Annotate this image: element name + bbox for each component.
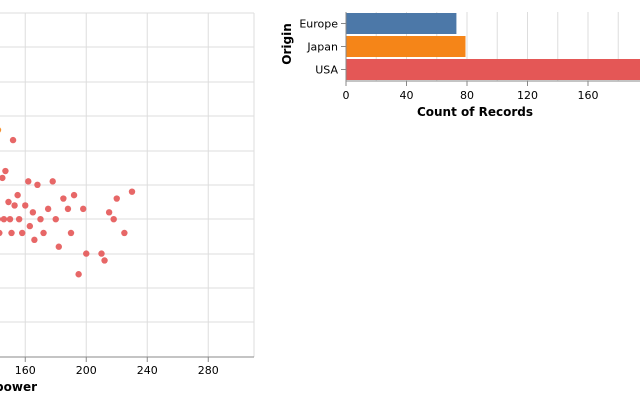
x-axis-title: Horsepower xyxy=(0,380,37,394)
scatter-point xyxy=(110,216,117,223)
bar xyxy=(346,36,466,57)
scatter-point xyxy=(15,216,23,223)
scatter-point xyxy=(0,174,6,182)
scatter-point xyxy=(0,229,3,237)
scatter-point xyxy=(26,222,34,230)
scatter-point xyxy=(2,167,9,175)
scatter-point xyxy=(22,202,29,209)
scatter-point xyxy=(55,243,62,250)
scatter-point xyxy=(40,229,47,237)
scatter-point xyxy=(8,229,15,237)
bar-x-tick-label: 0 xyxy=(343,89,350,102)
scatter-point xyxy=(44,205,52,213)
scatter-point xyxy=(49,178,56,185)
x-tick-label: 160 xyxy=(15,364,36,377)
scatter-point xyxy=(31,236,38,244)
bar-x-tick-label: 80 xyxy=(460,89,474,102)
scatter-point xyxy=(113,195,120,202)
bar-y-axis-title: Origin xyxy=(280,23,294,64)
scatter-point xyxy=(75,271,82,278)
bar xyxy=(346,59,640,80)
scatter-plot: 160 200 240 280 Horsepower xyxy=(0,12,255,394)
bar-x-tick-label: 160 xyxy=(578,89,599,102)
x-tick-label: 280 xyxy=(198,364,219,377)
bar-x-tick-label: 40 xyxy=(400,89,414,102)
bar-category-label: USA xyxy=(315,64,338,77)
scatter-point xyxy=(80,205,87,213)
scatter-point xyxy=(0,216,1,222)
scatter-point xyxy=(25,178,32,185)
bar-x-tick-label: 120 xyxy=(517,89,538,102)
scatter-point xyxy=(9,136,17,144)
scatter-point xyxy=(0,127,2,133)
bar-x-axis-title: Count of Records xyxy=(417,105,533,119)
x-tick-label: 200 xyxy=(76,364,97,377)
scatter-point xyxy=(105,209,113,216)
scatter-point xyxy=(70,191,78,199)
scatter-point xyxy=(60,195,67,202)
scatter-point xyxy=(5,198,12,206)
scatter-point xyxy=(19,229,26,237)
scatter-point xyxy=(11,202,18,209)
scatter-point xyxy=(64,205,72,213)
scatter-point xyxy=(67,229,75,237)
bar-chart: Europe Japan USA 0 40 80 120 160 Count of Record… xyxy=(280,12,640,119)
scatter-point xyxy=(101,257,108,264)
bar-category-label: Europe xyxy=(299,18,338,31)
bar-category-label: Japan xyxy=(306,41,338,54)
scatter-point xyxy=(83,250,90,257)
bar xyxy=(346,13,457,34)
scatter-point xyxy=(121,229,128,237)
x-tick-label: 240 xyxy=(137,364,158,377)
scatter-point xyxy=(98,250,105,257)
scatter-point xyxy=(34,181,41,188)
scatter-point xyxy=(29,209,37,216)
scatter-point xyxy=(52,216,59,223)
scatter-point xyxy=(14,191,21,199)
scatter-point xyxy=(0,216,8,223)
scatter-point xyxy=(128,188,136,195)
scatter-point xyxy=(37,216,44,223)
scatter-point xyxy=(6,216,14,223)
